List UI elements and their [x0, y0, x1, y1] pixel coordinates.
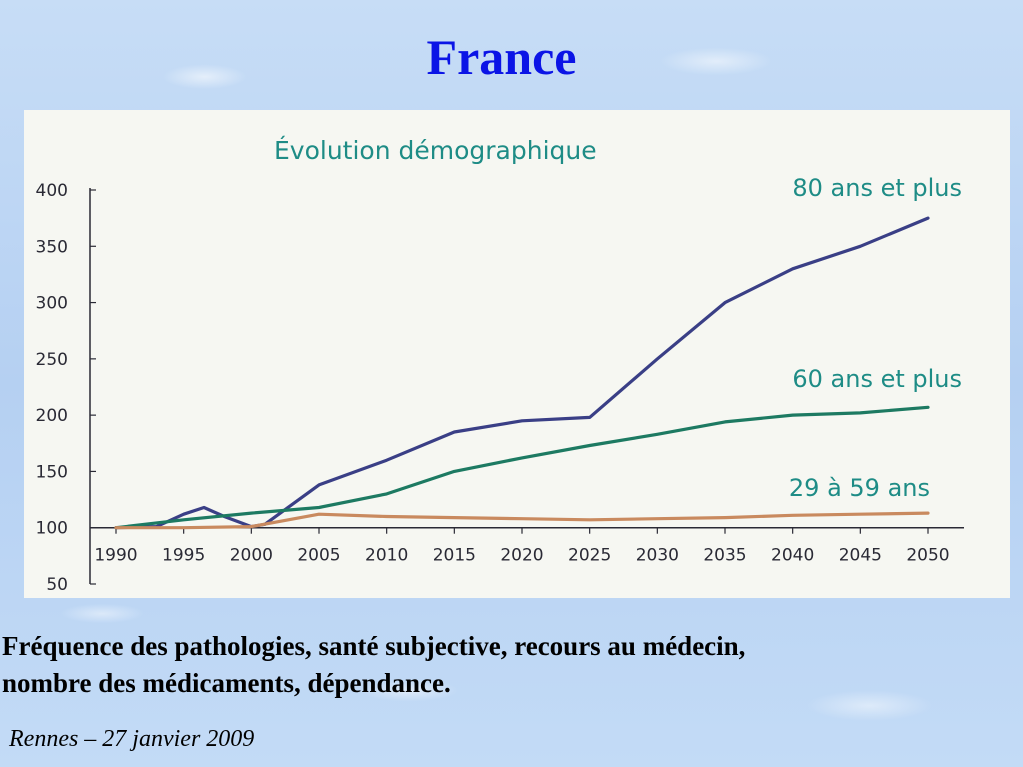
footer-text: Rennes – 27 janvier 2009 [9, 726, 255, 752]
line-chart: Évolution démographique 50 100 150 200 250 30… [36, 136, 964, 595]
series-line [114, 511, 930, 530]
x-tick-label: 2020 [500, 546, 543, 566]
x-tick-label: 2000 [230, 546, 273, 566]
caption-line-2: nombre des médicaments, dépendance. [2, 668, 451, 698]
y-tick-label: 100 [36, 519, 68, 539]
series-line [114, 216, 930, 530]
series-label: 29 à 59 ans [789, 474, 930, 502]
x-tick-label: 1995 [162, 546, 205, 566]
x-tick-label: 2040 [771, 546, 814, 566]
chart-title: Évolution démographique [274, 136, 597, 165]
y-tick-label: 350 [36, 237, 68, 257]
x-tick-label: 2015 [433, 546, 476, 566]
y-tick-label: 400 [36, 181, 68, 201]
x-tick-label: 2010 [365, 546, 408, 566]
caption: Fréquence des pathologies, santé subject… [2, 628, 1012, 702]
x-tick-label: 2035 [703, 546, 746, 566]
x-tick-label: 2045 [839, 546, 882, 566]
y-tick-label: 50 [46, 575, 68, 595]
x-tick-label: 1990 [94, 546, 137, 566]
y-tick-label: 200 [36, 406, 68, 426]
x-tick-label: 2030 [636, 546, 679, 566]
x-tick-label: 2025 [568, 546, 611, 566]
y-tick-label: 300 [36, 294, 68, 314]
y-tick-label: 250 [36, 350, 68, 370]
series-label: 60 ans et plus [792, 365, 962, 393]
chart-image: Évolution démographique 50 100 150 200 250 30… [24, 110, 1010, 598]
x-tick-label: 2050 [906, 546, 949, 566]
series-label: 80 ans et plus [792, 174, 962, 202]
slide-title: France [426, 29, 577, 85]
y-tick-label: 150 [36, 462, 68, 482]
series-line [114, 405, 930, 530]
caption-line-1: Fréquence des pathologies, santé subject… [2, 631, 746, 661]
x-tick-label: 2005 [297, 546, 340, 566]
